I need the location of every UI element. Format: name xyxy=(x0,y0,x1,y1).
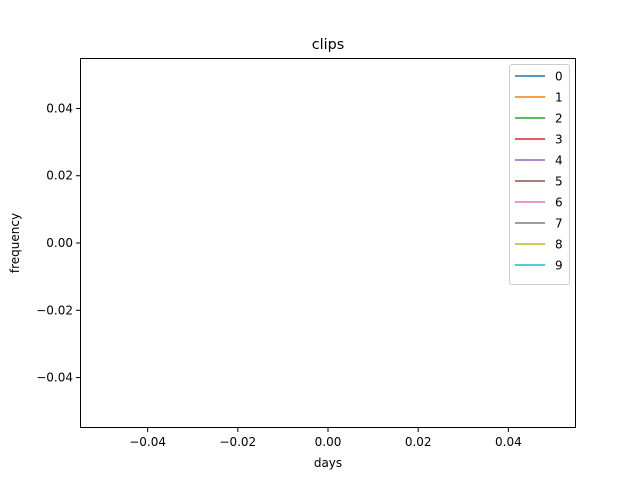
legend-label-2: 2 xyxy=(555,112,563,126)
legend-label-9: 9 xyxy=(555,259,563,273)
x-tick-label: 0.00 xyxy=(315,435,342,449)
chart-title: clips xyxy=(312,37,345,53)
legend-label-0: 0 xyxy=(555,70,563,84)
legend-label-1: 1 xyxy=(555,91,563,105)
legend-label-6: 6 xyxy=(555,196,563,210)
y-tick-label: 0.04 xyxy=(46,101,73,115)
y-tick-label: 0.00 xyxy=(46,236,73,250)
plot-area xyxy=(80,58,576,428)
x-axis-label: days xyxy=(314,456,342,470)
legend: 0 1 2 3 4 5 6 7 8 9 xyxy=(509,64,570,285)
y-tick-label: −0.02 xyxy=(36,303,73,317)
legend-label-4: 4 xyxy=(555,154,563,168)
x-axis: −0.04 −0.02 0.00 0.02 0.04 xyxy=(129,428,522,449)
y-tick-label: 0.02 xyxy=(46,169,73,183)
x-tick-label: −0.04 xyxy=(129,435,166,449)
x-tick-label: −0.02 xyxy=(219,435,256,449)
legend-label-3: 3 xyxy=(555,133,563,147)
y-tick-label: −0.04 xyxy=(36,371,73,385)
y-axis-label: frequency xyxy=(8,213,22,273)
x-tick-label: 0.02 xyxy=(405,435,432,449)
y-axis: 0.04 0.02 0.00 −0.02 −0.04 xyxy=(36,101,80,385)
legend-label-5: 5 xyxy=(555,175,563,189)
legend-label-7: 7 xyxy=(555,217,563,231)
x-tick-label: 0.04 xyxy=(495,435,522,449)
legend-label-8: 8 xyxy=(555,238,563,252)
legend-box xyxy=(509,64,570,285)
